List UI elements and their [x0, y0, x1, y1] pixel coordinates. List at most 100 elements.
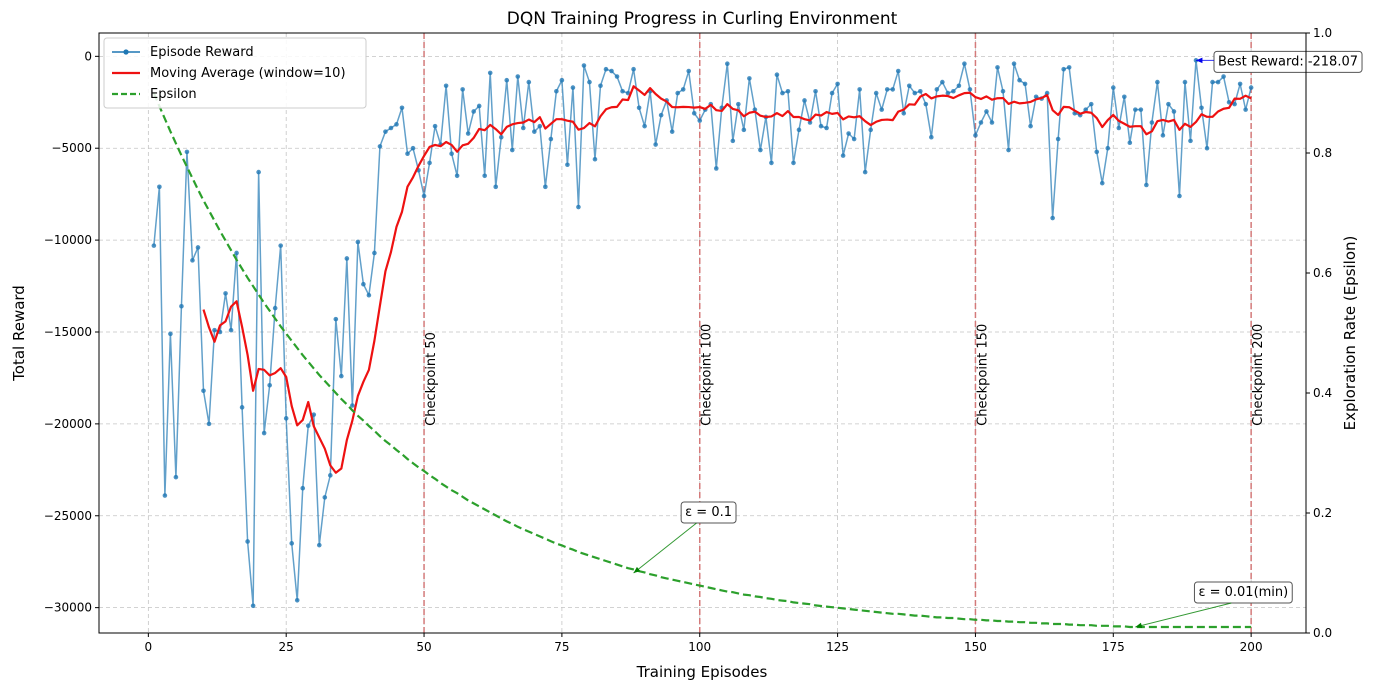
checkpoint-label: Checkpoint 50: [424, 332, 439, 426]
data-point: [1061, 66, 1066, 72]
data-point: [399, 105, 405, 111]
data-point: [713, 166, 719, 171]
x-tick-label: 0: [145, 640, 153, 654]
data-point: [1094, 149, 1100, 155]
data-point: [333, 316, 339, 322]
x-tick-label: 25: [279, 640, 294, 654]
data-point: [570, 85, 576, 90]
data-point: [256, 169, 261, 175]
data-point: [372, 250, 377, 256]
data-point: [912, 90, 918, 96]
x-tick-label: 75: [554, 640, 569, 654]
data-point: [967, 87, 973, 92]
annotation: ε = 0.01(min): [1135, 581, 1293, 629]
annotation-arrowhead: [1135, 622, 1143, 629]
data-point: [769, 160, 774, 166]
data-point: [625, 90, 631, 96]
data-point: [747, 76, 752, 81]
data-point: [1066, 65, 1072, 70]
data-point: [278, 243, 283, 248]
data-point: [1083, 107, 1089, 112]
data-point: [366, 292, 372, 298]
data-point: [796, 127, 802, 133]
data-point: [223, 291, 228, 296]
x-tick-label: 175: [1102, 640, 1125, 654]
data-point: [587, 79, 592, 85]
data-point: [460, 87, 465, 92]
data-point: [940, 79, 945, 85]
data-point: [857, 87, 862, 92]
data-point: [598, 83, 603, 89]
data-point: [818, 123, 824, 129]
data-point: [835, 81, 840, 87]
data-point: [504, 77, 510, 83]
data-point: [509, 147, 515, 153]
y-tick-label: −5000: [51, 141, 92, 155]
data-point: [1144, 182, 1149, 188]
data-point: [1155, 79, 1160, 85]
x-tick-label: 200: [1240, 640, 1263, 654]
data-point: [1033, 94, 1039, 100]
y2-axis-label: Exploration Rate (Epsilon): [1341, 236, 1359, 431]
data-point: [157, 184, 162, 190]
chart-title: DQN Training Progress in Curling Environ…: [507, 9, 898, 29]
data-point: [465, 131, 471, 136]
data-point: [195, 245, 201, 250]
data-point: [1050, 215, 1055, 221]
data-point: [653, 142, 658, 147]
data-point: [173, 474, 179, 480]
data-point: [813, 88, 818, 94]
annotation-box: [680, 501, 737, 524]
data-point: [603, 66, 609, 72]
annotation-box: [1213, 50, 1363, 73]
data-point: [548, 136, 554, 142]
data-point: [267, 382, 272, 388]
data-point: [962, 61, 967, 66]
x-tick-label: 150: [964, 640, 987, 654]
data-point: [636, 105, 642, 111]
data-point: [394, 122, 399, 127]
annotation: Best Reward: -218.07: [1195, 50, 1363, 73]
data-point: [1232, 101, 1237, 107]
annotation-arrowhead: [633, 566, 641, 573]
data-point: [168, 331, 173, 337]
data-point: [851, 136, 857, 142]
data-point: [642, 123, 647, 129]
data-point: [1215, 79, 1221, 85]
data-point: [526, 79, 532, 85]
data-point: [454, 173, 460, 179]
data-point: [1182, 79, 1188, 85]
data-point: [956, 83, 962, 89]
legend-marker: [123, 49, 129, 55]
data-point: [989, 120, 995, 125]
data-point: [272, 305, 278, 311]
legend-label: Epsilon: [150, 87, 197, 102]
data-point: [1237, 81, 1243, 87]
data-point: [206, 421, 212, 427]
legend-label: Episode Reward: [150, 45, 254, 60]
data-point: [388, 125, 394, 131]
data-point: [515, 74, 521, 79]
data-point: [311, 412, 317, 417]
data-point: [565, 162, 570, 168]
data-point: [1149, 120, 1155, 125]
data-point: [344, 256, 350, 261]
data-point: [581, 63, 587, 68]
data-point: [212, 327, 217, 333]
data-point: [520, 125, 526, 131]
data-point: [151, 243, 157, 248]
data-point: [361, 281, 366, 287]
data-point: [487, 70, 493, 76]
data-point: [984, 109, 989, 114]
x-tick-label: 125: [826, 640, 849, 654]
y2-tick-label: 0.0: [1313, 626, 1332, 640]
data-point: [973, 133, 978, 138]
data-point: [978, 120, 984, 125]
annotation-text: ε = 0.1: [685, 505, 732, 520]
data-point: [780, 90, 785, 96]
data-point: [824, 125, 829, 131]
data-point: [680, 87, 686, 92]
data-point: [785, 88, 791, 94]
data-point: [328, 473, 333, 478]
data-point: [179, 303, 184, 309]
